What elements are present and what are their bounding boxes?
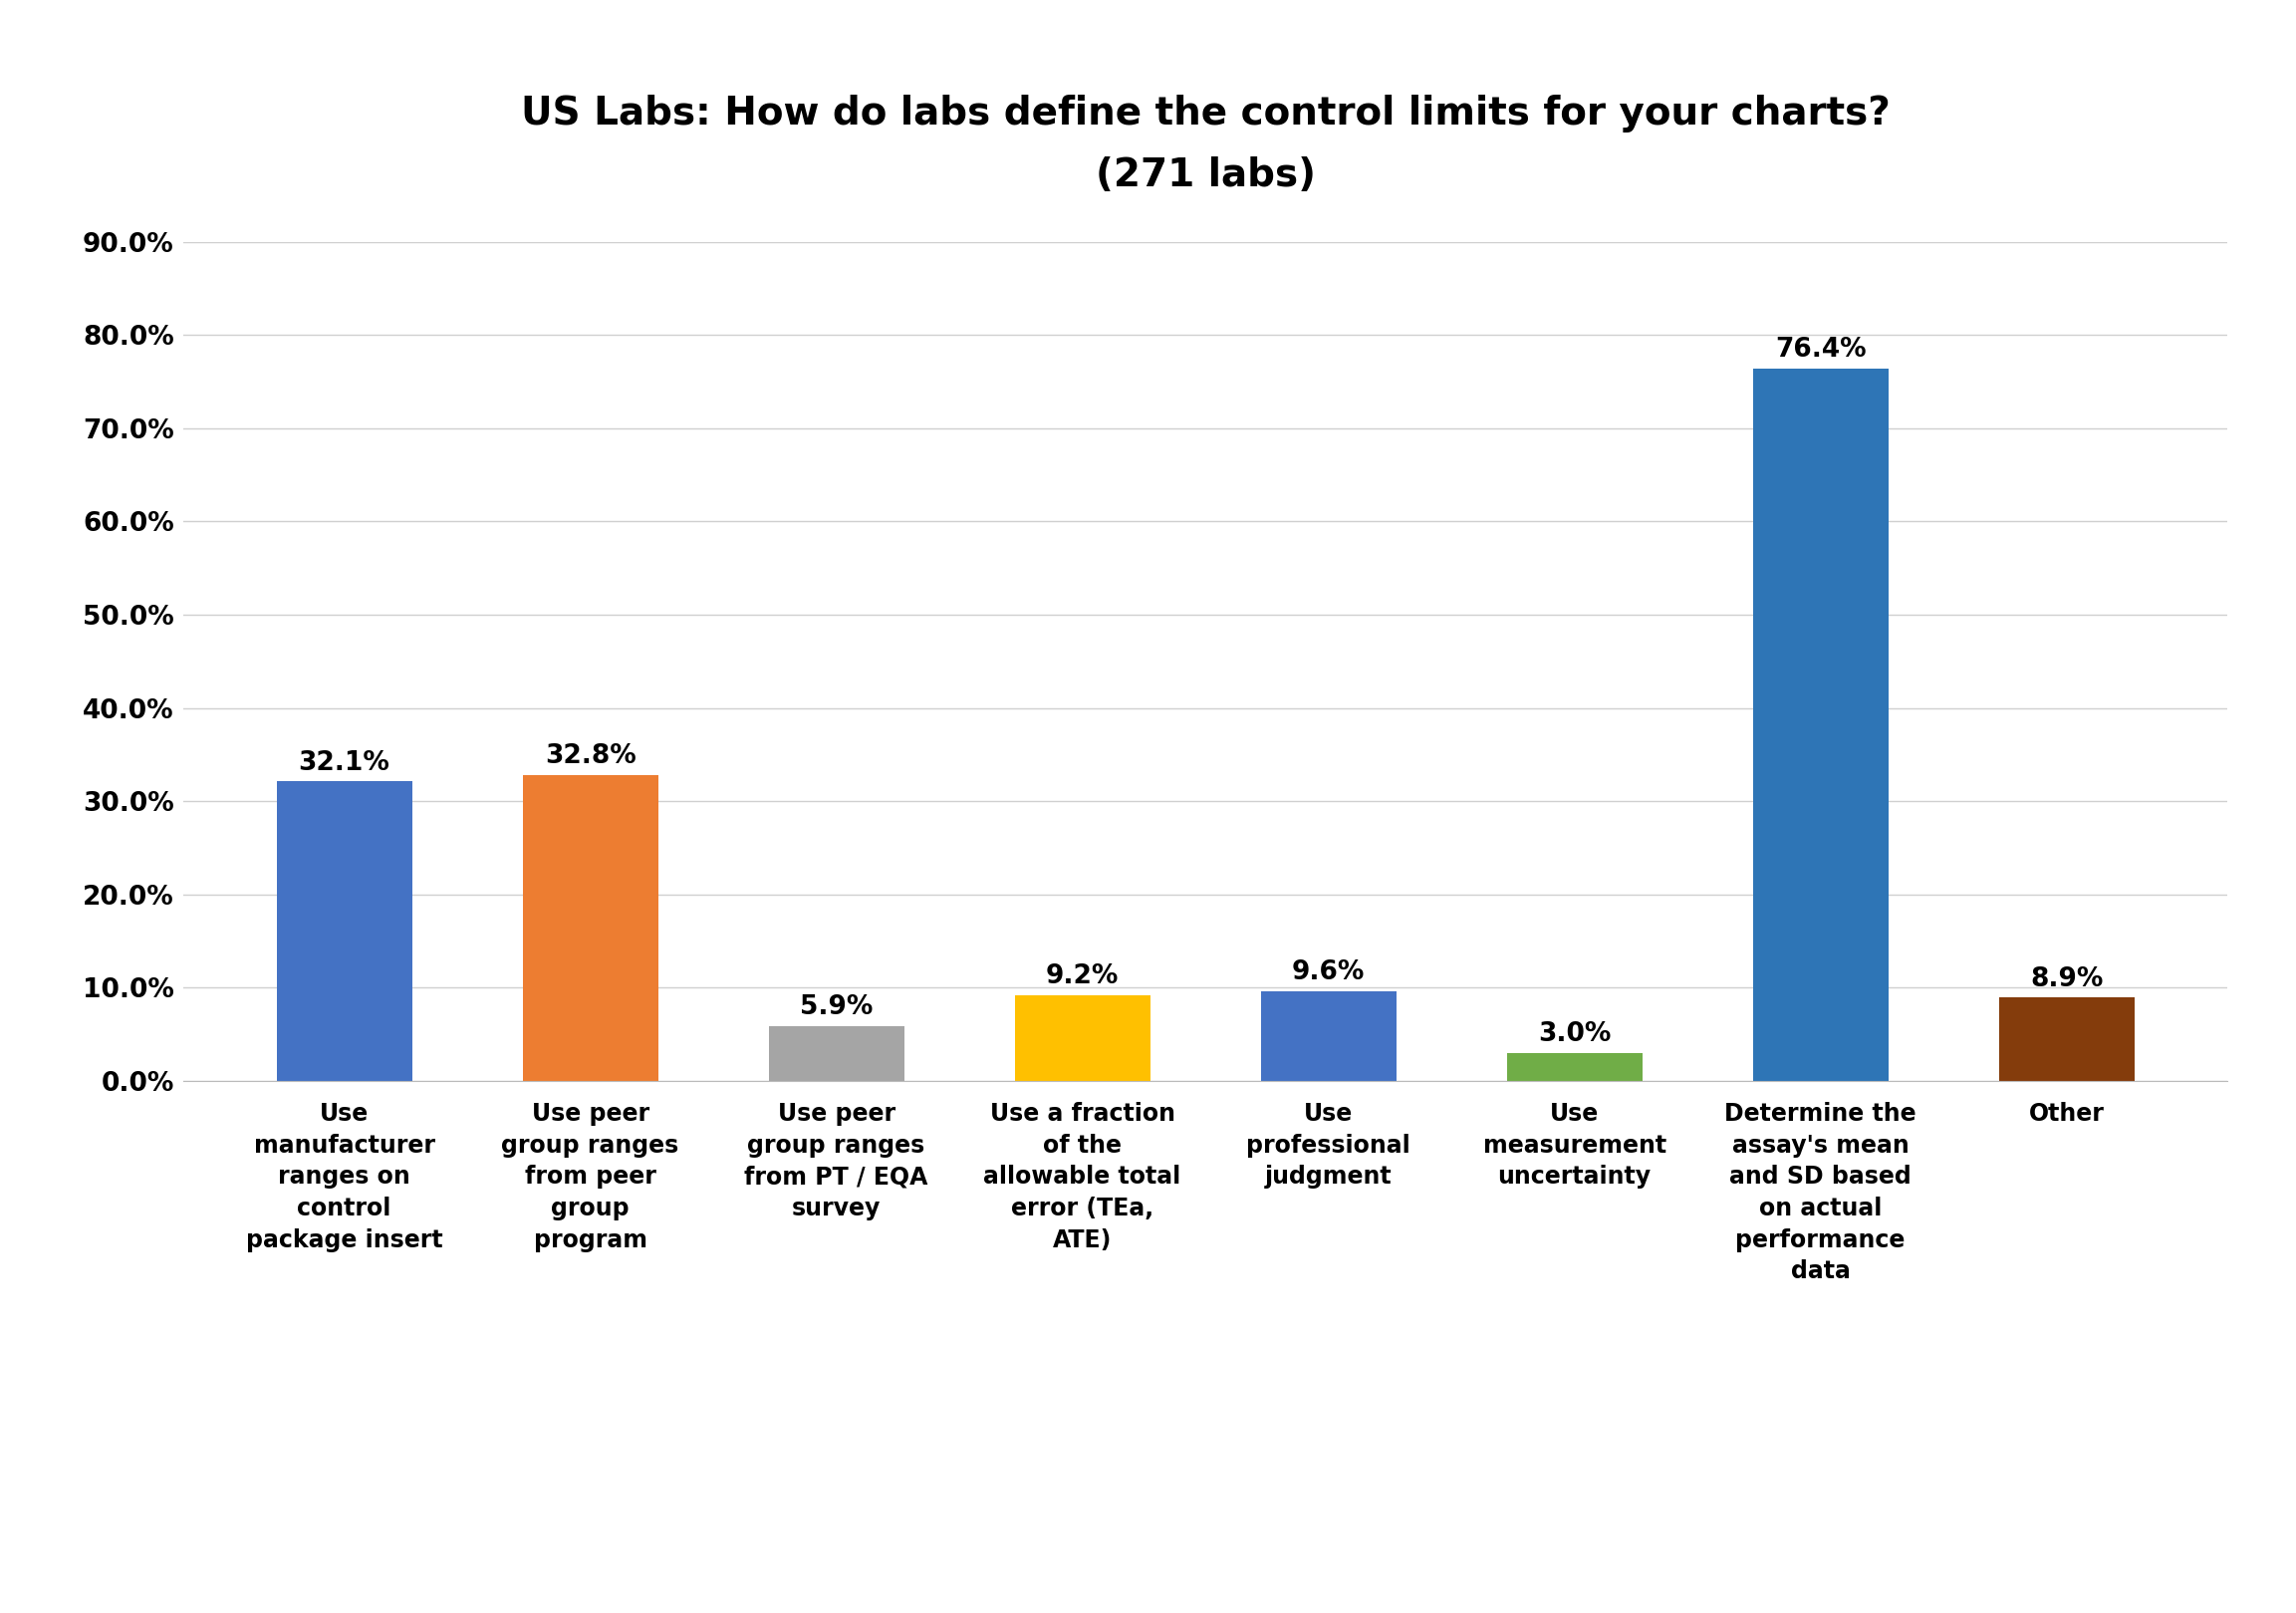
Text: 3.0%: 3.0% (1538, 1021, 1612, 1047)
Bar (523, 774, 659, 1081)
Text: 8.9%: 8.9% (2030, 966, 2103, 992)
Bar (1015, 995, 1150, 1081)
Bar (276, 782, 411, 1081)
Bar (769, 1026, 905, 1081)
Text: 9.6%: 9.6% (1293, 960, 1364, 986)
Text: 5.9%: 5.9% (799, 994, 872, 1019)
Text: 32.8%: 32.8% (544, 744, 636, 769)
Text: 9.2%: 9.2% (1047, 963, 1118, 989)
Title: US Labs: How do labs define the control limits for your charts?
(271 labs): US Labs: How do labs define the control … (521, 95, 1890, 195)
Bar (1752, 369, 1887, 1081)
Text: 32.1%: 32.1% (298, 750, 390, 776)
Bar (1261, 992, 1396, 1081)
Bar (2000, 998, 2135, 1081)
Bar (1506, 1053, 1642, 1081)
Text: 76.4%: 76.4% (1775, 337, 1867, 363)
